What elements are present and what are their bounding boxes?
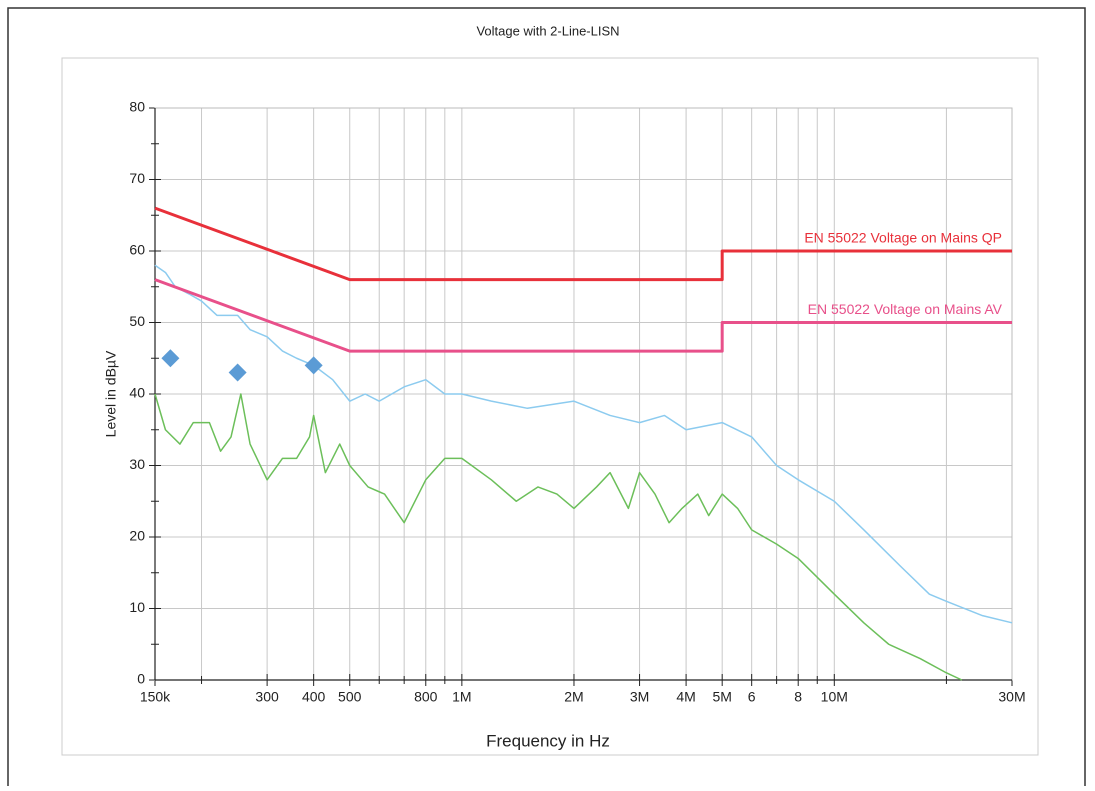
y-axis-label: Level in dBµV <box>103 350 119 437</box>
inner-frame <box>61 57 1039 756</box>
x-tick-label: 6 <box>748 689 756 705</box>
x-tick-label: 3M <box>630 689 649 705</box>
x-axis-label: Frequency in Hz <box>486 731 610 750</box>
y-tick-label: 40 <box>129 385 145 401</box>
marker <box>161 349 180 368</box>
x-tick-label: 10M <box>821 689 848 705</box>
y-tick-label: 10 <box>129 599 145 615</box>
y-tick-label: 80 <box>129 99 145 115</box>
y-tick-label: 0 <box>137 671 145 687</box>
x-tick-label: 150k <box>140 689 171 705</box>
y-tick-label: 70 <box>129 170 145 186</box>
x-tick-label: 300 <box>255 689 279 705</box>
x-tick-label: 1M <box>452 689 471 705</box>
y-tick-label: 20 <box>129 528 145 544</box>
marker <box>304 356 323 375</box>
line <box>154 278 1012 353</box>
line <box>154 206 1012 282</box>
y-tick-label: 60 <box>129 242 145 258</box>
line <box>154 264 1013 624</box>
x-tick-label: 500 <box>338 689 362 705</box>
x-tick-label: 4M <box>676 689 695 705</box>
series-label: EN 55022 Voltage on Mains AV <box>808 301 1003 317</box>
y-tick-label: 50 <box>129 313 145 329</box>
series-label: EN 55022 Voltage on Mains QP <box>804 230 1002 246</box>
line <box>154 393 963 681</box>
y-tick-label: 30 <box>129 456 145 472</box>
x-tick-label: 800 <box>414 689 438 705</box>
marker <box>228 363 247 382</box>
chart-title: Voltage with 2-Line-LISN <box>476 23 619 38</box>
x-tick-label: 5M <box>712 689 731 705</box>
x-tick-label: 2M <box>564 689 583 705</box>
x-tick-label: 8 <box>794 689 802 705</box>
x-tick-label: 400 <box>302 689 326 705</box>
x-tick-label: 30M <box>998 689 1025 705</box>
